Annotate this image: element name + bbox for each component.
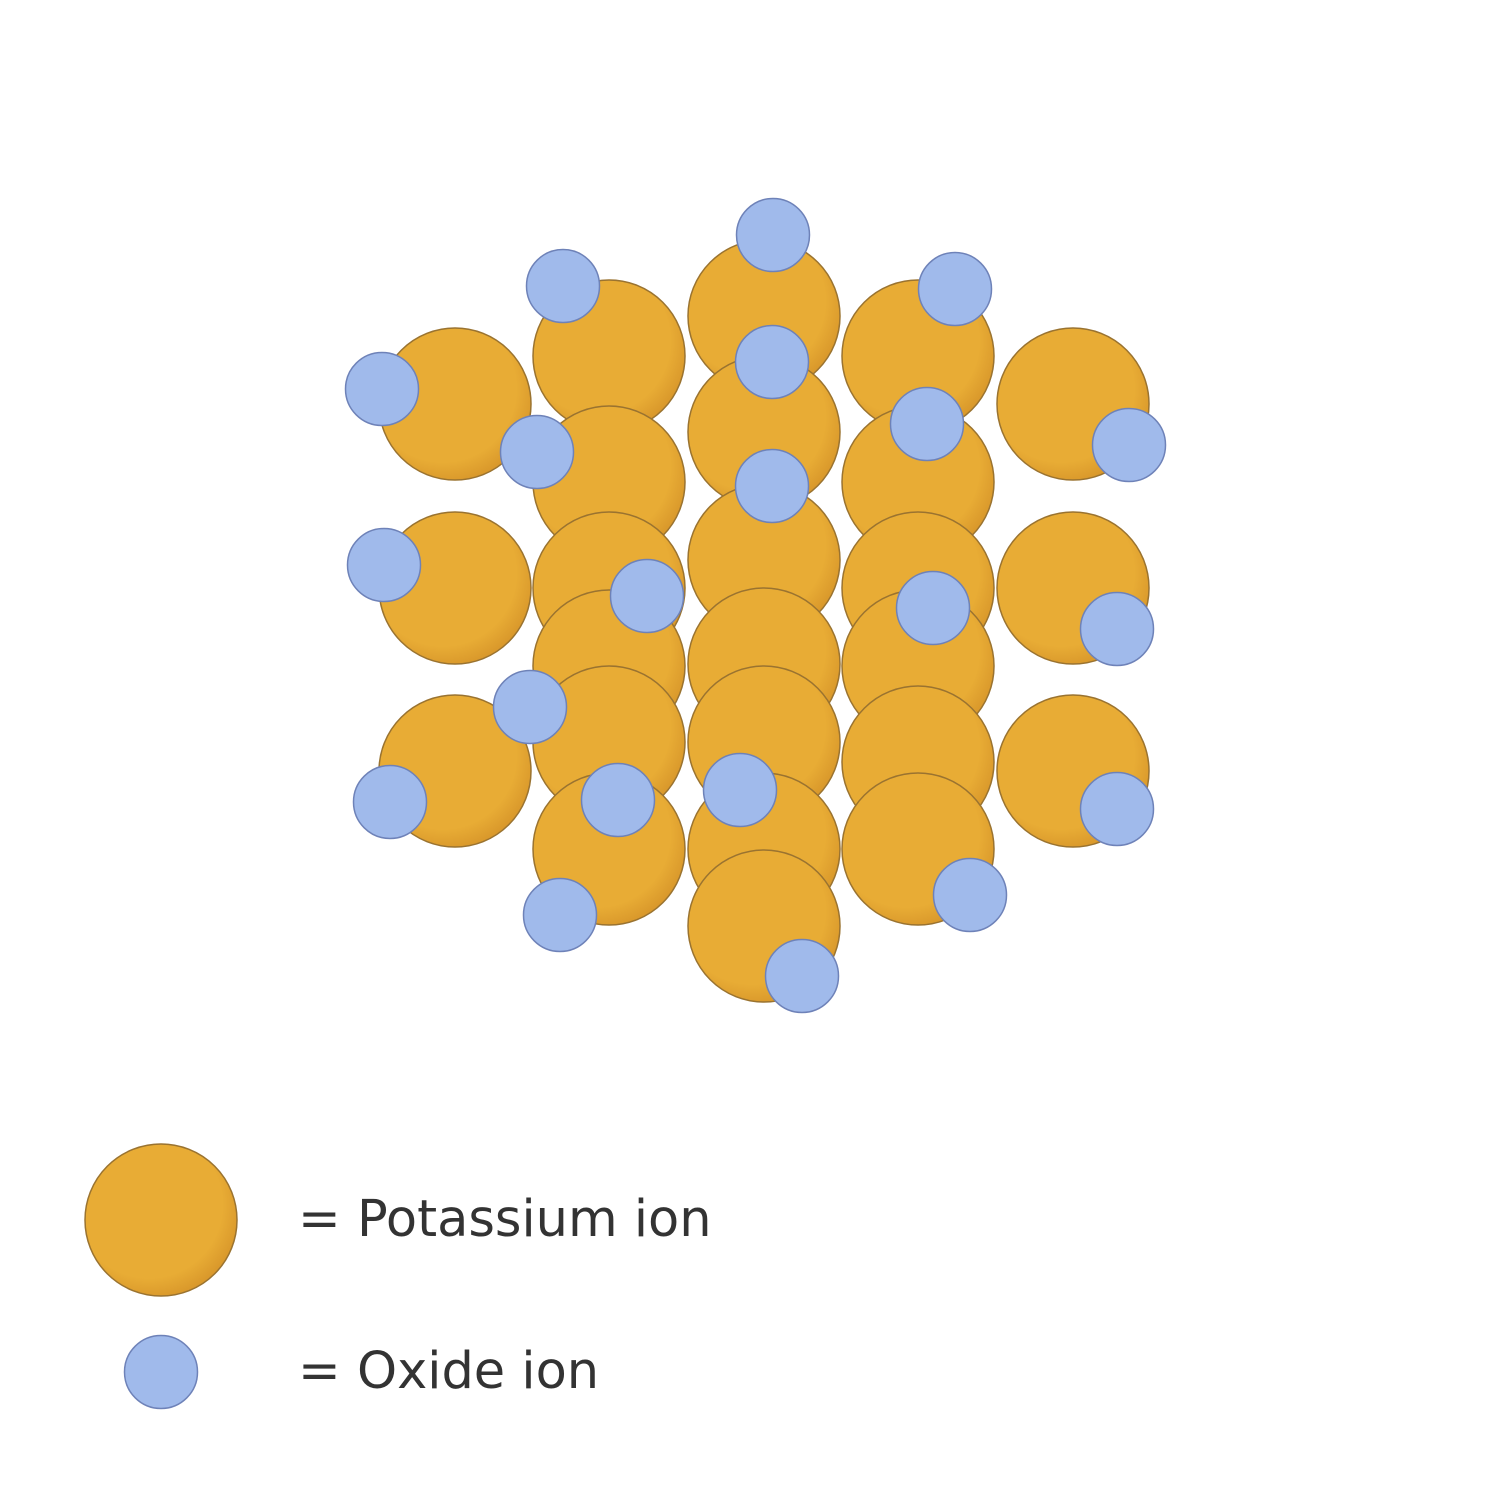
oxide-legend-label: = Oxide ion: [298, 1342, 600, 1401]
oxide-ion-11: [609, 558, 685, 634]
oxide-ion-19: [522, 877, 598, 953]
oxide-ion-17: [702, 752, 778, 828]
oxide-ion-13: [1079, 591, 1155, 667]
oxide-ion-14: [492, 669, 568, 745]
oxide-ion-3: [917, 251, 993, 327]
oxide-ion-2: [525, 248, 601, 324]
potassium-legend-swatch: [84, 1143, 238, 1297]
oxide-ion-9: [734, 448, 810, 524]
oxide-ion-6: [499, 414, 575, 490]
oxide-ion-7: [889, 386, 965, 462]
potassium-legend-label: = Potassium ion: [298, 1190, 712, 1249]
oxide-ion-10: [346, 527, 422, 603]
oxide-ion-20: [932, 857, 1008, 933]
oxide-ion-18: [1079, 771, 1155, 847]
oxide-ion-16: [580, 762, 656, 838]
oxide-ion-12: [895, 570, 971, 646]
oxide-ion-4: [344, 351, 420, 427]
oxide-ion-21: [764, 938, 840, 1014]
oxide-legend-swatch: [123, 1334, 199, 1410]
oxide-ion-8: [1091, 407, 1167, 483]
ion-layer: [344, 197, 1167, 1014]
oxide-ion-5: [734, 324, 810, 400]
oxide-ion-1: [735, 197, 811, 273]
oxide-ion-15: [352, 764, 428, 840]
